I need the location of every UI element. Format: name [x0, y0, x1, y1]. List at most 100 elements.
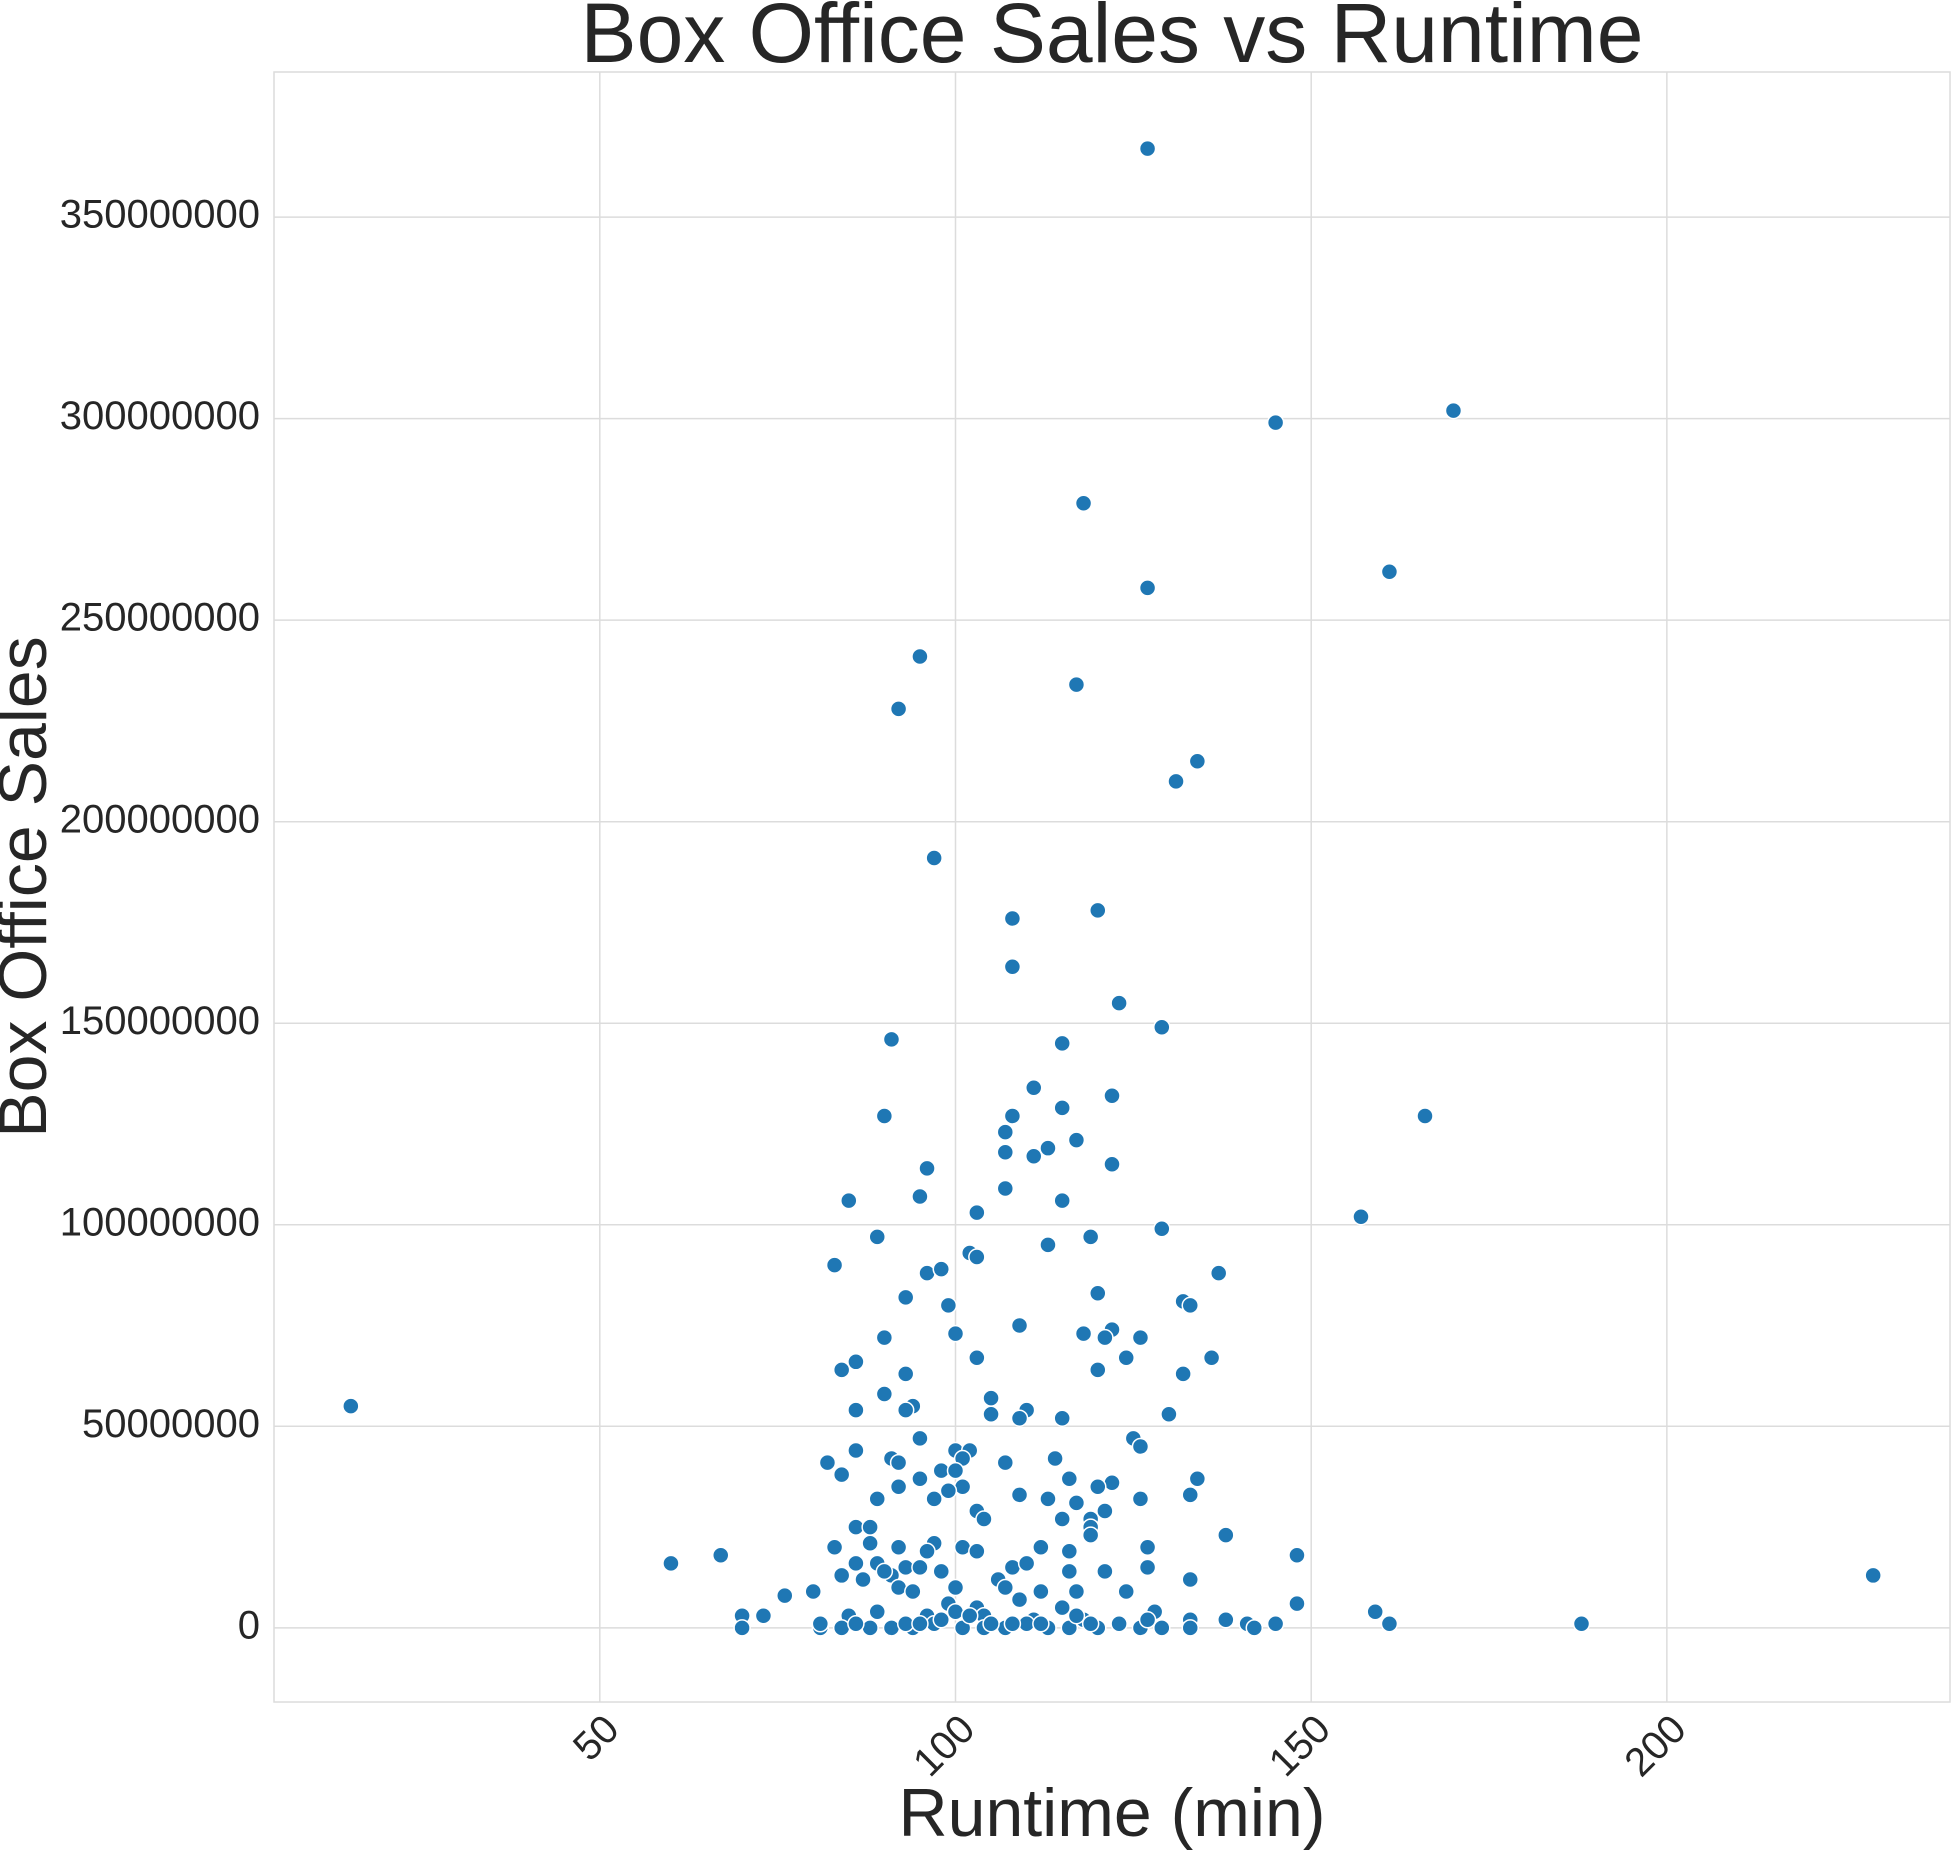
point — [1010, 1486, 1029, 1504]
point — [1103, 1155, 1121, 1174]
point — [1017, 1554, 1036, 1573]
point — [946, 1578, 965, 1597]
point — [1188, 1469, 1207, 1488]
point — [911, 1615, 929, 1633]
point — [1266, 1615, 1285, 1633]
point — [1053, 1510, 1071, 1528]
point — [1366, 1602, 1384, 1621]
point — [1024, 1078, 1043, 1097]
x-tick-label: 150 — [1261, 1707, 1339, 1785]
point — [875, 1385, 894, 1403]
point — [825, 1538, 844, 1556]
y-tick-label: 250000000 — [60, 596, 260, 640]
point — [1081, 1615, 1100, 1633]
point — [1181, 1486, 1200, 1504]
point — [1060, 1469, 1079, 1488]
point — [1003, 1558, 1022, 1577]
point — [1003, 909, 1022, 928]
point — [1067, 675, 1086, 694]
point — [889, 1578, 908, 1597]
point — [1266, 413, 1285, 432]
point — [1024, 1147, 1043, 1165]
point — [1153, 1018, 1171, 1037]
point — [996, 1453, 1015, 1472]
point — [896, 1365, 915, 1383]
point — [1288, 1594, 1306, 1613]
chart-title: Box Office Sales vs Runtime — [581, 0, 1644, 80]
point — [811, 1615, 830, 1633]
point — [1153, 1220, 1171, 1238]
point — [968, 1349, 986, 1367]
point — [1572, 1615, 1591, 1633]
point — [1181, 1619, 1200, 1637]
point — [968, 1542, 986, 1561]
point — [1053, 1099, 1071, 1117]
point — [925, 1490, 943, 1508]
point — [1053, 1598, 1071, 1617]
point — [1067, 1606, 1086, 1625]
point — [911, 1429, 929, 1448]
point — [1117, 1349, 1135, 1367]
point — [968, 1248, 986, 1266]
point — [847, 1554, 865, 1573]
point — [832, 1465, 851, 1484]
point — [932, 1562, 951, 1581]
point — [996, 1179, 1015, 1198]
point — [982, 1389, 1000, 1407]
point — [1181, 1570, 1200, 1589]
point — [896, 1288, 915, 1307]
point — [911, 1469, 929, 1488]
point — [875, 1562, 894, 1581]
y-tick-label: 150000000 — [60, 999, 260, 1043]
point — [804, 1582, 822, 1601]
point — [868, 1602, 886, 1621]
x-tick-label: 50 — [565, 1707, 628, 1770]
point — [946, 1602, 965, 1621]
point — [982, 1405, 1000, 1423]
point — [832, 1361, 851, 1379]
point — [1053, 1034, 1071, 1053]
x-tick-label: 100 — [905, 1707, 983, 1785]
point — [1380, 563, 1399, 581]
point — [889, 1478, 908, 1496]
point — [882, 1030, 901, 1049]
point — [1067, 1131, 1086, 1149]
point — [1089, 1284, 1107, 1303]
y-tick-label: 300000000 — [60, 394, 260, 438]
point — [946, 1461, 965, 1480]
point — [939, 1482, 958, 1500]
point — [847, 1401, 865, 1419]
y-axis-label: Box Office Sales — [0, 636, 61, 1137]
point — [342, 1397, 360, 1415]
point — [1352, 1207, 1370, 1226]
point — [1245, 1619, 1264, 1637]
point — [911, 1558, 929, 1577]
point — [918, 1542, 936, 1561]
point — [1117, 1582, 1135, 1601]
point — [861, 1518, 879, 1536]
point — [1167, 772, 1185, 791]
point — [1202, 1349, 1221, 1367]
point — [896, 1401, 915, 1419]
point — [662, 1554, 680, 1573]
point — [1089, 1361, 1107, 1379]
point — [904, 1582, 922, 1601]
point — [960, 1606, 979, 1625]
point — [1081, 1228, 1100, 1246]
point — [1153, 1619, 1171, 1637]
plot-frame — [273, 71, 1951, 1703]
point — [818, 1453, 837, 1472]
point — [1003, 1107, 1022, 1125]
y-tick-label: 350000000 — [60, 193, 260, 237]
point — [832, 1566, 851, 1585]
y-tick-label: 200000000 — [60, 797, 260, 841]
point — [1096, 1562, 1114, 1581]
point — [1060, 1562, 1079, 1581]
point — [1081, 1526, 1100, 1544]
point — [918, 1159, 936, 1178]
point — [832, 1619, 851, 1637]
point — [1010, 1316, 1029, 1335]
point — [1053, 1409, 1071, 1427]
point — [840, 1191, 858, 1210]
point — [847, 1441, 865, 1460]
